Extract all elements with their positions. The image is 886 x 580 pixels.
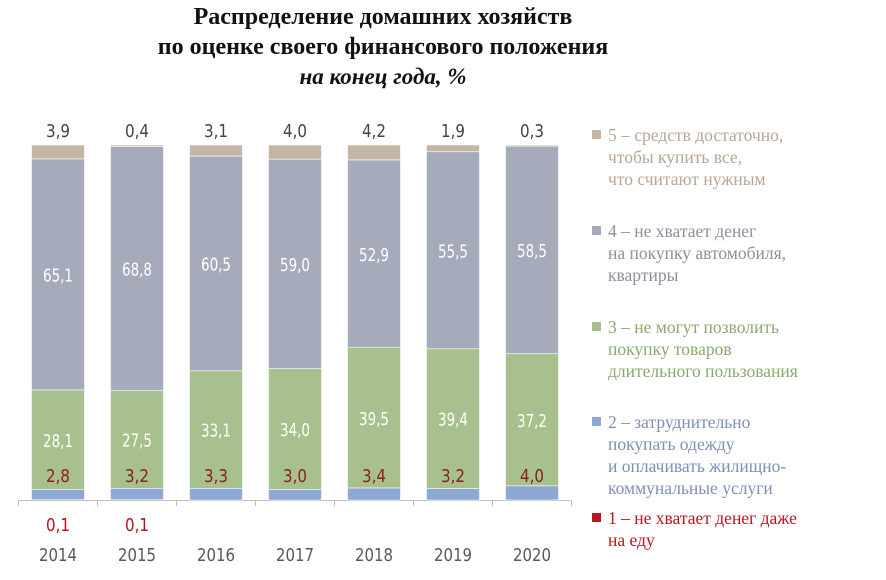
title-line-1: Распределение домашних хозяйств (193, 4, 573, 30)
bar-segment (110, 144, 164, 147)
data-label: 3,2 (125, 466, 149, 487)
bar-segment (31, 389, 85, 491)
data-label: 1,9 (441, 121, 465, 142)
legend-label-3: 3 – не могут позволить покупку товаров д… (608, 317, 798, 381)
data-label: 65,1 (43, 265, 73, 286)
data-label: 37,2 (517, 411, 547, 432)
bar-segment (268, 489, 322, 501)
data-label: 3,1 (204, 121, 228, 142)
bar-segment (110, 390, 164, 489)
data-label: 3,3 (204, 466, 228, 487)
bar-segment (31, 158, 85, 391)
data-label: 3,4 (362, 466, 386, 487)
bar-segment (189, 144, 243, 157)
data-label: 33,1 (201, 421, 231, 442)
bar-segment (110, 487, 164, 500)
bar-segment (110, 146, 164, 391)
x-tick-label: 2018 (355, 545, 393, 566)
bar-segment (347, 159, 401, 349)
bar-segment (268, 144, 322, 160)
bar-segment (268, 158, 322, 369)
legend-label-4: 4 – не хватает денег на покупку автомоби… (608, 221, 787, 285)
data-label: 60,5 (201, 254, 231, 275)
x-tick-label: 2017 (276, 545, 314, 566)
bar-segment (31, 489, 85, 500)
data-label: 68,8 (122, 260, 152, 281)
legend-marker-4 (592, 226, 601, 235)
bar-segment (426, 151, 480, 350)
legend-marker-1 (592, 513, 601, 522)
data-label: 3,0 (283, 466, 307, 487)
bar-segment (426, 348, 480, 489)
data-label: 4,2 (362, 121, 386, 142)
data-label: 55,5 (438, 241, 468, 262)
data-label: 39,4 (438, 410, 468, 431)
bar-segment (31, 144, 85, 160)
legend-marker-5 (592, 130, 601, 139)
data-label: 34,0 (280, 420, 310, 441)
title-subtitle: на конец года, % (299, 64, 467, 89)
data-label: 28,1 (43, 431, 73, 452)
x-tick-label: 2016 (197, 545, 235, 566)
bar-segment (347, 144, 401, 161)
data-label: 58,5 (517, 241, 547, 262)
data-label: 0,1 (125, 515, 149, 536)
legend-label-2: 2 – затруднительно покупать одежду и опл… (608, 412, 787, 498)
chart-title: Распределение домашних хозяйств по оценк… (0, 2, 766, 92)
bar-segment (426, 488, 480, 501)
legend-label-5: 5 – средств достаточно, чтобы купить все… (608, 125, 784, 189)
bar-segment (189, 155, 243, 372)
data-label: 4,0 (283, 121, 307, 142)
data-label: 52,9 (359, 245, 389, 266)
bar-segment (505, 353, 559, 487)
x-tick-label: 2014 (39, 545, 77, 566)
legend-label-1: 1 – не хватает денег даже на еду (608, 508, 797, 550)
data-label: 59,0 (280, 255, 310, 276)
x-tick-label: 2015 (118, 545, 156, 566)
data-label: 27,5 (122, 430, 152, 451)
bar-segment (189, 487, 243, 501)
bar-segment (426, 144, 480, 153)
x-tick-label: 2019 (434, 545, 472, 566)
x-tick-label: 2020 (513, 545, 551, 566)
data-label: 3,2 (441, 466, 465, 487)
data-label: 0,1 (46, 515, 70, 536)
data-label: 0,3 (520, 121, 544, 142)
bar-segment (505, 144, 559, 147)
data-label: 0,4 (125, 121, 149, 142)
data-label: 39,5 (359, 409, 389, 430)
legend-marker-2 (592, 417, 601, 426)
bar-segment (347, 487, 401, 501)
bar-segment (189, 370, 243, 489)
bar-segment (505, 485, 559, 501)
legend-marker-3 (592, 322, 601, 331)
data-label: 4,0 (520, 466, 544, 487)
bar-segment (268, 368, 322, 490)
data-label: 3,9 (46, 121, 70, 142)
bar-segment (347, 347, 401, 489)
data-label: 2,8 (46, 466, 70, 487)
title-line-2: по оценке своего финансового положения (157, 34, 609, 60)
